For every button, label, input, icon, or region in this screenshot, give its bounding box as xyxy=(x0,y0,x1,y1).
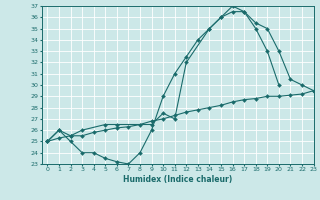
X-axis label: Humidex (Indice chaleur): Humidex (Indice chaleur) xyxy=(123,175,232,184)
